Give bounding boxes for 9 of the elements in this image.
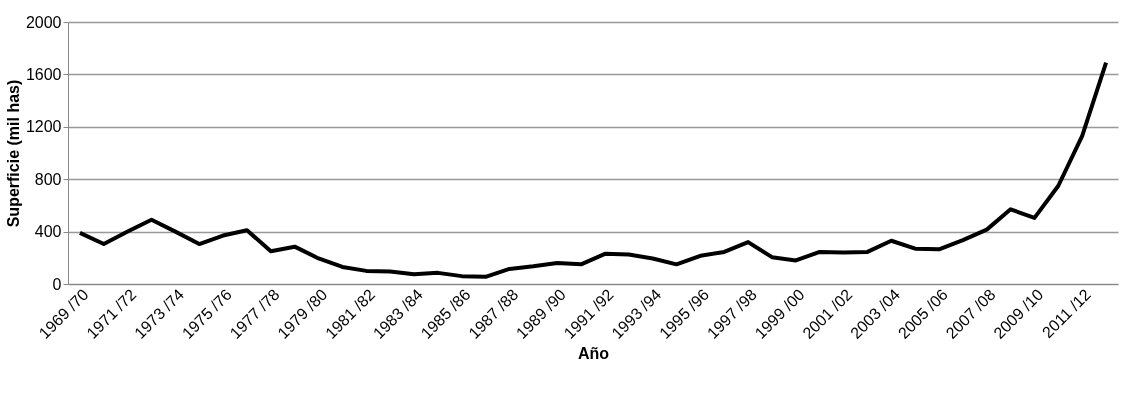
y-tick-label: 1600 bbox=[25, 65, 62, 83]
y-tick-label: 400 bbox=[34, 223, 62, 241]
line-series bbox=[77, 60, 1109, 279]
y-tick-label: 1200 bbox=[25, 118, 62, 136]
y-tick-label: 0 bbox=[52, 275, 62, 293]
y-tick-label: 2000 bbox=[25, 13, 62, 31]
y-axis-title: Superficie (mil has) bbox=[4, 79, 22, 228]
x-axis-title: Año bbox=[577, 344, 610, 362]
y-tick-label: 800 bbox=[34, 170, 62, 188]
